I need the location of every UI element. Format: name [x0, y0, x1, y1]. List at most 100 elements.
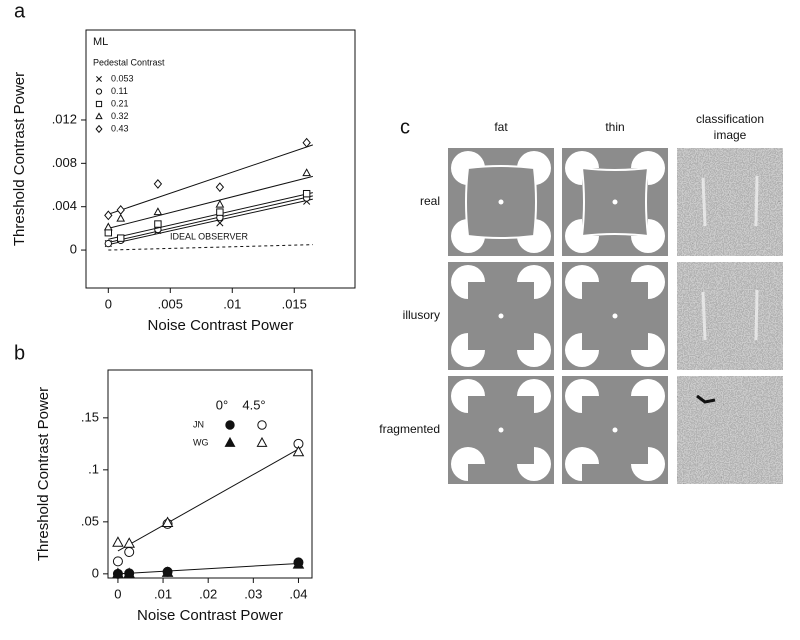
inducer: [517, 379, 551, 413]
panel-c: c fat thin classification image real illusory f…: [379, 112, 783, 484]
marker: [154, 220, 162, 228]
marker: [123, 537, 136, 548]
y-tick-label: .1: [88, 461, 99, 476]
inducer: [631, 333, 665, 367]
fixation: [498, 313, 504, 319]
x-tick-label: .005: [158, 296, 183, 311]
panel-label: a: [14, 0, 26, 22]
legend-column: 0°: [216, 397, 228, 412]
marker: [104, 210, 113, 221]
fit-line: [108, 198, 313, 246]
inducer: [451, 379, 485, 413]
marker: [302, 189, 311, 198]
stimulus: [677, 262, 783, 370]
fit-line: [117, 448, 299, 552]
x-tick-label: .015: [282, 296, 307, 311]
marker: [224, 436, 236, 447]
legend-label: 0.43: [111, 123, 129, 133]
marker: [96, 76, 102, 82]
marker: [302, 168, 312, 177]
column-label: classification image: [696, 112, 764, 142]
y-tick-label: .05: [81, 513, 99, 528]
y-tick-label: 0: [70, 241, 77, 256]
row-label: illusory: [403, 308, 440, 322]
inducer: [565, 379, 599, 413]
charts: a 0 .005 .01 .015 0 .004 .008 .012 Noise Contrast…: [11, 0, 356, 624]
edge-feature: [701, 175, 759, 227]
fixation: [498, 199, 504, 205]
chart: a 0 .005 .01 .015 0 .004 .008 .012 Noise Contrast…: [11, 0, 356, 334]
reference-line: [108, 244, 313, 251]
inducer: [451, 265, 485, 299]
marker: [104, 229, 113, 237]
plot-frame: [107, 369, 313, 579]
fit-line: [117, 562, 299, 575]
fixation: [498, 427, 504, 433]
fit-line: [108, 175, 313, 229]
marker: [95, 88, 103, 95]
marker: [215, 199, 225, 208]
stimulus: [448, 376, 554, 484]
marker: [116, 205, 125, 215]
chart: b 0 .01 .02 .03 .04 0 .05 .1 .15 Noise Contrast Po…: [14, 342, 313, 624]
reference-label: IDEAL OBSERVER: [170, 231, 249, 241]
y-axis-title: Threshold Contrast Power: [35, 387, 52, 561]
panel-label: b: [14, 342, 25, 364]
panel-label: c: [400, 116, 410, 138]
y-tick-label: 0: [92, 565, 99, 580]
x-tick-label: .01: [154, 586, 172, 601]
y-tick-label: .15: [81, 409, 99, 424]
x-tick-label: .03: [244, 586, 262, 601]
x-tick-label: .01: [223, 296, 241, 311]
marker: [95, 112, 103, 120]
classification-image: [677, 148, 783, 256]
legend-column: 4.5°: [242, 397, 265, 412]
column-label: thin: [605, 120, 624, 134]
plot-frame: [85, 29, 356, 289]
stimulus: [677, 376, 783, 484]
marker: [153, 207, 163, 216]
marker: [112, 556, 123, 567]
legend-label: 0.11: [111, 86, 128, 96]
edge-feature: [696, 394, 716, 404]
inducer: [631, 447, 665, 481]
legend-label: 0.053: [111, 73, 134, 83]
fixation: [612, 313, 618, 319]
classification-image: [677, 262, 783, 370]
inducer: [451, 447, 485, 481]
marker: [216, 208, 224, 216]
marker: [117, 234, 125, 242]
marker: [257, 420, 267, 430]
marker: [292, 558, 305, 569]
marker: [216, 219, 224, 227]
stimulus: [448, 148, 554, 256]
x-tick-label: .02: [199, 586, 217, 601]
marker: [225, 420, 235, 430]
inducer: [565, 447, 599, 481]
legend-row: WG: [193, 437, 209, 447]
legend-row: JN: [193, 419, 204, 429]
marker: [104, 239, 113, 248]
fit-line: [108, 192, 313, 240]
marker: [95, 124, 103, 134]
column-label: fat: [494, 120, 508, 134]
marker: [116, 213, 126, 222]
stimulus: [562, 376, 668, 484]
marker: [215, 182, 225, 193]
marker: [302, 137, 311, 148]
marker: [103, 222, 113, 231]
fit-line: [108, 144, 314, 215]
stimulus: [562, 148, 668, 256]
stimulus: [677, 148, 783, 256]
marker: [161, 516, 174, 527]
fixation: [612, 427, 618, 433]
legend-label: 0.32: [111, 111, 129, 121]
row-label: fragmented: [379, 422, 440, 436]
marker: [124, 547, 135, 557]
marker: [292, 445, 305, 457]
marker: [153, 178, 163, 189]
marker: [123, 567, 136, 578]
inducer: [517, 265, 551, 299]
inducer: [631, 379, 665, 413]
